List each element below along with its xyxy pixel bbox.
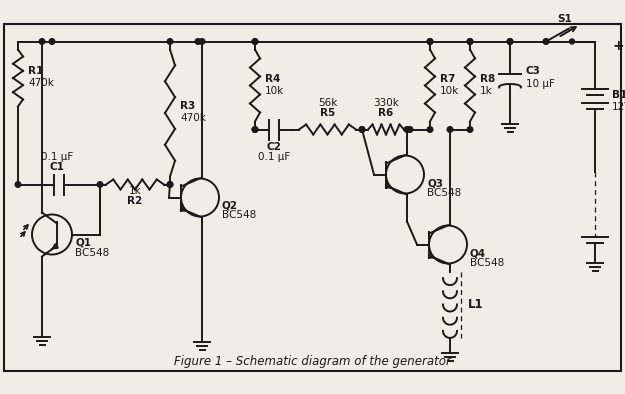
Text: 10k: 10k (440, 85, 459, 95)
Text: R5: R5 (320, 108, 335, 117)
Circle shape (508, 39, 512, 44)
Circle shape (253, 39, 258, 44)
Circle shape (253, 127, 258, 132)
Text: 10 μF: 10 μF (526, 79, 555, 89)
Circle shape (98, 182, 102, 187)
Text: 470k: 470k (180, 113, 206, 123)
Circle shape (428, 39, 432, 44)
Text: 330k: 330k (373, 97, 399, 108)
Circle shape (49, 39, 55, 44)
Text: BC548: BC548 (75, 249, 109, 258)
Text: BC548: BC548 (427, 188, 461, 199)
Circle shape (199, 39, 205, 44)
Circle shape (359, 127, 365, 132)
Text: S1: S1 (558, 13, 572, 24)
Text: L1: L1 (468, 298, 484, 311)
Circle shape (544, 39, 549, 44)
Circle shape (428, 39, 432, 44)
Text: B1: B1 (612, 89, 625, 100)
Circle shape (569, 39, 574, 44)
Text: R2: R2 (127, 197, 142, 206)
Circle shape (253, 39, 258, 44)
Circle shape (404, 127, 410, 132)
Circle shape (168, 182, 172, 187)
Text: 470k: 470k (28, 78, 54, 88)
Circle shape (195, 39, 201, 44)
Text: Figure 1 – Schematic diagram of the generator: Figure 1 – Schematic diagram of the gene… (174, 355, 451, 368)
Text: BC548: BC548 (470, 258, 504, 268)
Circle shape (168, 182, 172, 187)
Circle shape (543, 39, 549, 44)
Circle shape (468, 127, 472, 132)
Text: 0.1 μF: 0.1 μF (258, 152, 290, 162)
Text: 1k: 1k (129, 186, 141, 197)
Text: 12V: 12V (612, 102, 625, 112)
Circle shape (253, 127, 258, 132)
Text: C2: C2 (267, 141, 281, 152)
Text: Q4: Q4 (470, 249, 486, 258)
Text: R4: R4 (265, 74, 281, 84)
Text: BC548: BC548 (222, 210, 256, 221)
Circle shape (508, 39, 512, 44)
Text: C3: C3 (526, 66, 541, 76)
Circle shape (408, 127, 412, 132)
Text: R6: R6 (378, 108, 394, 117)
Text: R1: R1 (28, 66, 43, 76)
Text: 1k: 1k (480, 85, 492, 95)
Text: +: + (612, 39, 624, 54)
Circle shape (15, 182, 21, 187)
Circle shape (468, 39, 472, 44)
Text: R7: R7 (440, 74, 456, 84)
Text: C1: C1 (49, 162, 64, 173)
Circle shape (359, 127, 365, 132)
Circle shape (39, 39, 45, 44)
Text: Q1: Q1 (75, 238, 91, 247)
Text: Q3: Q3 (427, 178, 443, 188)
Circle shape (448, 127, 452, 132)
Text: 10k: 10k (265, 85, 284, 95)
Circle shape (468, 39, 472, 44)
Text: R8: R8 (480, 74, 495, 84)
Text: Q2: Q2 (222, 201, 238, 210)
Circle shape (428, 127, 432, 132)
Text: R3: R3 (180, 101, 195, 111)
Text: 56k: 56k (318, 97, 338, 108)
Text: 0.1 μF: 0.1 μF (41, 152, 73, 162)
Circle shape (168, 39, 172, 44)
